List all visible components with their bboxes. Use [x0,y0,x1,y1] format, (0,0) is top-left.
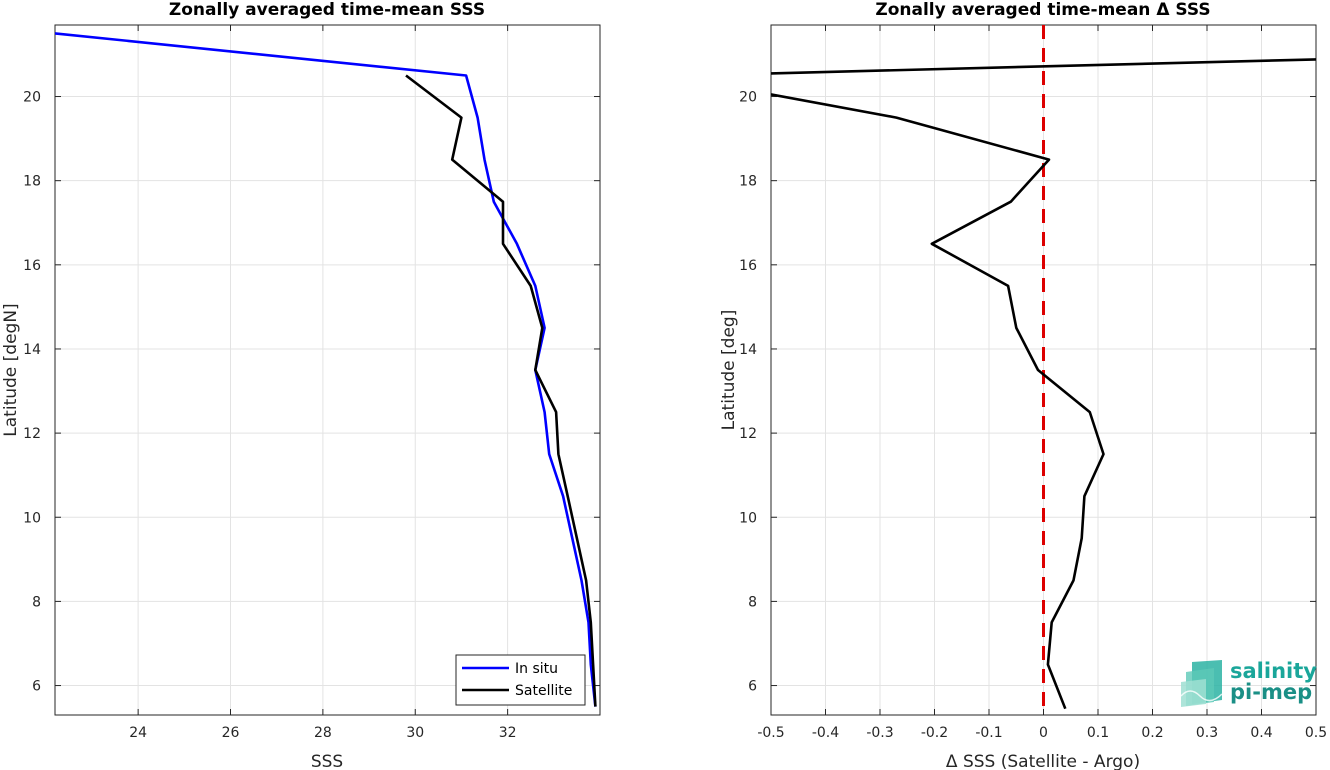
delta-y-tick-label: 20 [739,90,757,106]
sss-y-tick-label: 14 [23,342,41,358]
delta-x-tick-label: -0.4 [812,725,839,741]
delta-x-tick-label: -0.3 [866,725,893,741]
delta-chart-title: Zonally averaged time-mean Δ SSS [875,0,1210,20]
sss-y-tick-label: 6 [32,679,41,695]
delta-x-tick-label: 0.1 [1087,725,1109,741]
legend-in-situ-label: In situ [515,661,558,677]
sss-x-tick-label: 30 [406,725,424,741]
sss-panel: 24 26 28 30 32 6 8 10 12 14 16 18 20 Zonally average… [1,0,601,770]
in-situ-series-line [55,32,597,707]
sss-y-tick-label: 16 [23,258,41,274]
delta-y-tick-label: 12 [739,426,757,442]
sss-series [55,32,597,707]
delta-y-tick-label: 8 [748,594,757,610]
delta-y-tick-label: 16 [739,258,757,274]
delta-x-tick-label: -0.5 [757,725,784,741]
delta-y-tick-label: 10 [739,510,757,526]
delta-x-tick-label: 0.3 [1196,725,1218,741]
delta-x-axis-label: Δ SSS (Satellite - Argo) [946,752,1140,770]
sss-y-tick-label: 18 [23,174,41,190]
delta-x-tick-label: 0.2 [1141,725,1163,741]
delta-x-tick-label: 0.4 [1250,725,1272,741]
sss-x-tick-label: 28 [314,725,332,741]
logo-wave-icon [1180,660,1223,707]
sss-axes-box [54,24,601,716]
sss-grid [55,25,600,715]
delta-x-tick-label: -0.1 [975,725,1002,741]
legend-box [455,654,586,706]
sss-x-tick-label: 32 [499,725,517,741]
sss-x-tick-label: 24 [129,725,147,741]
sss-legend: In situ Satellite [455,654,586,706]
sss-x-axis-label: SSS [311,752,343,770]
delta-ticks: -0.5 -0.4 -0.3 -0.2 -0.1 0 0.1 0.2 0.3 0.4 0.5 6 8 10… [739,25,1327,741]
salinity-pi-mep-logo: salinity pi-mep [1180,659,1317,707]
sss-y-tick-label: 12 [23,426,41,442]
sss-y-tick-label: 20 [23,90,41,106]
delta-y-tick-label: 18 [739,174,757,190]
legend-satellite-label: Satellite [515,683,572,699]
sss-y-tick-label: 10 [23,510,41,526]
sss-y-tick-label: 8 [32,594,41,610]
delta-0-series-line [771,58,1316,75]
delta-sss-panel: -0.5 -0.4 -0.3 -0.2 -0.1 0 0.1 0.2 0.3 0.4 0.5 6 8 10… [719,0,1327,770]
delta-series [771,58,1316,710]
logo-text-pi-mep: pi-mep [1230,680,1312,704]
delta-y-tick-label: 6 [748,679,757,695]
satellite-series-line [405,74,597,707]
delta-y-tick-label: 14 [739,342,757,358]
sss-chart-title: Zonally averaged time-mean SSS [169,0,485,20]
delta-x-tick-label: 0.5 [1305,725,1327,741]
sss-x-tick-label: 26 [222,725,240,741]
sss-y-axis-label: Latitude [degN] [1,303,21,436]
logo-text-salinity: salinity [1230,659,1317,683]
delta-y-axis-label: Latitude [deg] [719,310,739,431]
delta-1-series-line [771,93,1105,710]
delta-x-tick-label: -0.2 [921,725,948,741]
sss-ticks: 24 26 28 30 32 6 8 10 12 14 16 18 20 [23,25,600,741]
delta-x-tick-label: 0 [1039,725,1048,741]
